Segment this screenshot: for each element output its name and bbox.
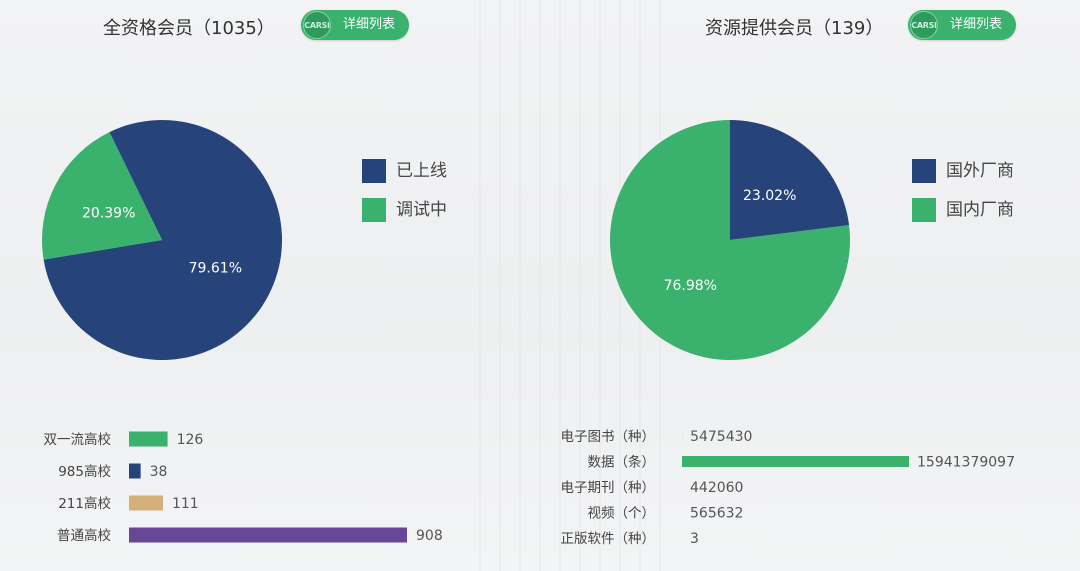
- left-bars-bar[interactable]: [129, 463, 141, 479]
- legend-swatch-foreign-vendor: [912, 159, 936, 183]
- left-bars-bar[interactable]: [129, 495, 163, 511]
- left-bars-value-label: 908: [416, 528, 443, 544]
- left-panel-title: 全资格会员（1035）: [103, 18, 275, 39]
- left-bars-value-label: 111: [172, 496, 199, 512]
- right-detail-list-button[interactable]: CARSI 详细列表: [908, 10, 1016, 40]
- detail-button-label: 详细列表: [950, 17, 1003, 32]
- right-pie-slice-1-label: 76.98%: [664, 278, 717, 294]
- left-bars-bar[interactable]: [129, 431, 168, 447]
- legend-swatch-domestic-vendor: [912, 198, 936, 222]
- right-pie-slice-0[interactable]: [730, 120, 850, 240]
- right-bars-value-label: 5475430: [690, 429, 752, 445]
- right-panel-title: 资源提供会员（139）: [705, 18, 884, 39]
- left-bars-category-label: 普通高校: [57, 527, 111, 544]
- legend-item-online: 已上线: [362, 159, 447, 183]
- right-pie-chart: 23.02% 76.98%: [610, 120, 850, 360]
- legend-label-foreign-vendor: 国外厂商: [946, 161, 1014, 181]
- right-bars-value-label: 442060: [690, 480, 743, 496]
- legend-label-domestic-vendor: 国内厂商: [946, 200, 1014, 220]
- legend-swatch-online: [362, 159, 386, 183]
- left-bars-category-label: 985高校: [58, 463, 111, 480]
- right-bars-value-label: 3: [690, 531, 699, 547]
- right-pie-slice-1[interactable]: [610, 120, 850, 360]
- right-bars-bar[interactable]: [682, 456, 909, 467]
- carsi-logo-icon: CARSI: [910, 11, 938, 39]
- left-bars-value-label: 126: [177, 432, 204, 448]
- left-bars-category-label: 双一流高校: [44, 431, 112, 448]
- left-pie-legend: 已上线 调试中: [362, 159, 447, 237]
- detail-button-label: 详细列表: [343, 17, 396, 32]
- legend-swatch-debugging: [362, 198, 386, 222]
- left-bar-chart: 双一流高校 126 985高校 38 211高校 111 普通高校 908: [44, 431, 443, 544]
- carsi-logo-icon: CARSI: [303, 11, 331, 39]
- left-pie-chart: 79.61% 20.39%: [42, 120, 283, 360]
- legend-item-domestic-vendor: 国内厂商: [912, 198, 1014, 222]
- right-bar-chart: 电子图书（种） 5475430 数据（条） 15941379097 电子期刊（种） 442…: [561, 429, 1015, 547]
- right-bars-category-label: 数据（条）: [588, 454, 656, 471]
- right-bars-category-label: 视频（个）: [588, 506, 656, 522]
- legend-item-debugging: 调试中: [362, 198, 447, 222]
- left-bars-bar[interactable]: [129, 527, 407, 543]
- left-bars-value-label: 38: [150, 464, 168, 480]
- right-bars-category-label: 电子图书（种）: [561, 429, 656, 445]
- left-pie-slice-0[interactable]: [43, 120, 283, 360]
- legend-label-debugging: 调试中: [396, 200, 447, 220]
- right-bars-category-label: 电子期刊（种）: [561, 480, 656, 496]
- left-pie-slice-1-label: 20.39%: [82, 205, 135, 221]
- right-pie-legend: 国外厂商 国内厂商: [912, 159, 1014, 237]
- right-bars-value-label: 15941379097: [917, 455, 1015, 471]
- right-pie-slice-0-label: 23.02%: [743, 188, 796, 204]
- left-bars-category-label: 211高校: [58, 495, 111, 512]
- right-bars-value-label: 565632: [690, 506, 743, 522]
- left-pie-slice-0-label: 79.61%: [189, 261, 242, 277]
- right-bars-category-label: 正版软件（种）: [561, 531, 656, 547]
- legend-item-foreign-vendor: 国外厂商: [912, 159, 1014, 183]
- left-pie-slice-1[interactable]: [42, 132, 162, 260]
- legend-label-online: 已上线: [396, 161, 447, 181]
- left-detail-list-button[interactable]: CARSI 详细列表: [301, 10, 409, 40]
